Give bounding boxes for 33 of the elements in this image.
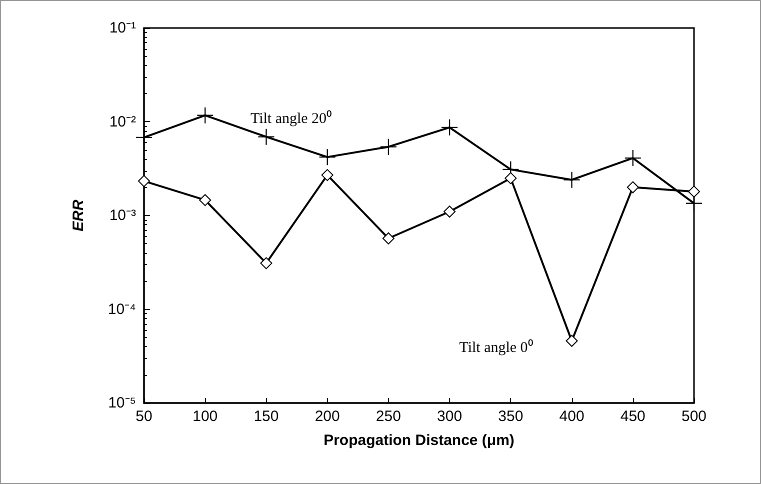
x-tick-label: 350 xyxy=(498,408,524,425)
x-tick-label: 450 xyxy=(620,408,646,425)
annotation: Tilt angle 20⁰ xyxy=(250,110,332,127)
x-axis-title: Propagation Distance (μm) xyxy=(324,432,514,449)
x-tick-label: 250 xyxy=(376,408,401,425)
point xyxy=(136,129,152,146)
y-tick-label: 10⁻⁵ xyxy=(108,394,136,412)
point xyxy=(688,186,700,198)
y-tick-label: 10⁻³ xyxy=(109,207,136,224)
point xyxy=(504,172,517,184)
x-tick-label: 300 xyxy=(437,408,462,425)
x-tick-label: 200 xyxy=(314,408,340,425)
x-tick-label: 50 xyxy=(136,408,152,425)
point xyxy=(138,175,150,188)
point xyxy=(566,334,578,347)
x-tick-label: 100 xyxy=(192,408,218,425)
point xyxy=(260,257,272,270)
x-tick-label: 400 xyxy=(559,408,584,425)
point xyxy=(444,206,456,218)
y-axis-title: ERR xyxy=(70,200,87,232)
point xyxy=(382,232,394,244)
y-tick-label: 10⁻⁴ xyxy=(108,300,136,318)
point xyxy=(686,195,702,212)
point xyxy=(321,169,334,182)
point xyxy=(564,172,580,188)
point xyxy=(199,194,212,206)
y-tick-label: 10⁻² xyxy=(109,113,136,130)
y-tick-label: 10⁻¹ xyxy=(109,20,136,36)
x-tick-label: 500 xyxy=(681,408,707,425)
point xyxy=(626,181,639,194)
annotation: Tilt angle 0⁰ xyxy=(459,339,533,356)
point xyxy=(258,128,274,145)
x-tick-label: 150 xyxy=(254,408,279,425)
